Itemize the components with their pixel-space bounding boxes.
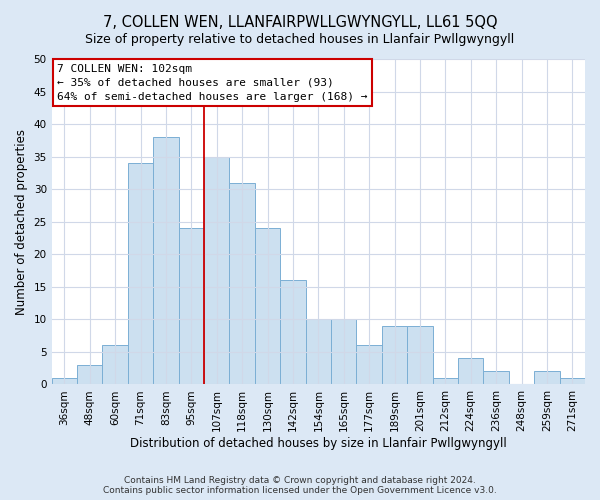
- Text: 7, COLLEN WEN, LLANFAIRPWLLGWYNGYLL, LL61 5QQ: 7, COLLEN WEN, LLANFAIRPWLLGWYNGYLL, LL6…: [103, 15, 497, 30]
- Bar: [280, 280, 305, 384]
- Bar: [103, 346, 128, 385]
- Bar: [204, 156, 229, 384]
- Bar: [128, 163, 153, 384]
- Y-axis label: Number of detached properties: Number of detached properties: [15, 128, 28, 314]
- Bar: [433, 378, 458, 384]
- Bar: [305, 320, 331, 384]
- Bar: [458, 358, 484, 384]
- Bar: [382, 326, 407, 384]
- Bar: [560, 378, 585, 384]
- Bar: [153, 137, 179, 384]
- Text: Contains HM Land Registry data © Crown copyright and database right 2024.
Contai: Contains HM Land Registry data © Crown c…: [103, 476, 497, 495]
- Bar: [356, 346, 382, 385]
- Text: Size of property relative to detached houses in Llanfair Pwllgwyngyll: Size of property relative to detached ho…: [85, 32, 515, 46]
- Bar: [255, 228, 280, 384]
- Bar: [52, 378, 77, 384]
- Bar: [407, 326, 433, 384]
- X-axis label: Distribution of detached houses by size in Llanfair Pwllgwyngyll: Distribution of detached houses by size …: [130, 437, 507, 450]
- Bar: [229, 182, 255, 384]
- Bar: [179, 228, 204, 384]
- Bar: [77, 365, 103, 384]
- Bar: [484, 372, 509, 384]
- Text: 7 COLLEN WEN: 102sqm
← 35% of detached houses are smaller (93)
64% of semi-detac: 7 COLLEN WEN: 102sqm ← 35% of detached h…: [57, 64, 367, 102]
- Bar: [331, 320, 356, 384]
- Bar: [534, 372, 560, 384]
